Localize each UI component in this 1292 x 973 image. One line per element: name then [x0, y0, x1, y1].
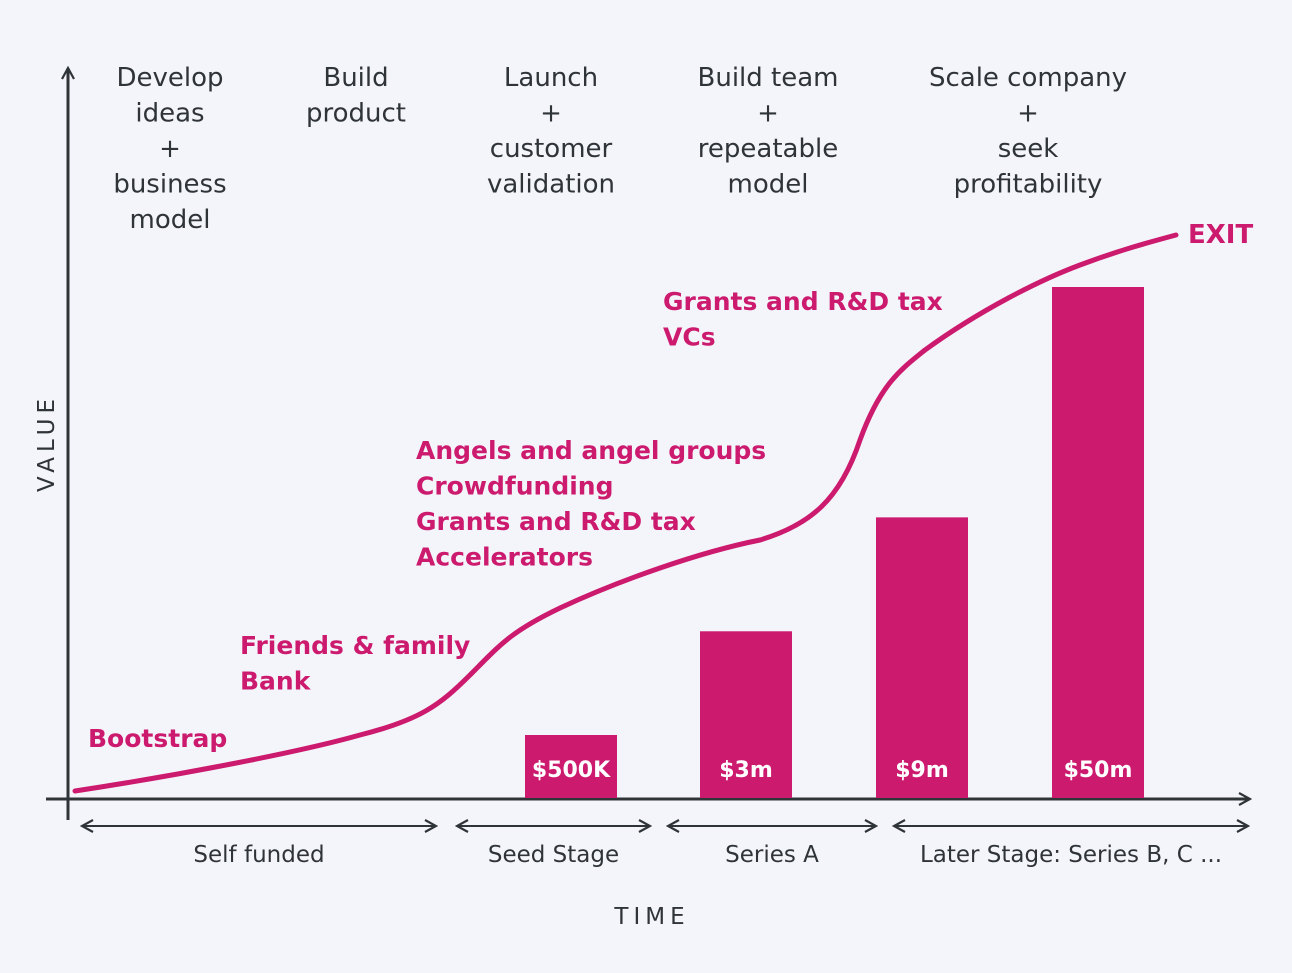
phase-label-line: model	[130, 205, 211, 235]
funding-bar	[876, 517, 968, 798]
phase-label-line: +	[540, 99, 562, 129]
bar-value-label: $50m	[1064, 758, 1133, 783]
phase-label-line: +	[757, 99, 779, 129]
funding-source-label: Grants and R&D tax VCs	[663, 287, 943, 352]
funding-bar	[700, 631, 792, 798]
phase-label-line: seek	[998, 134, 1059, 164]
x-axis-label: TIME	[613, 904, 689, 930]
phase-label: Launch + customer validation	[487, 63, 615, 200]
exit-label: EXIT	[1188, 220, 1253, 250]
phase-label-line: product	[306, 99, 406, 129]
phase-label-line: Build	[323, 63, 388, 93]
bar-value-label: $9m	[895, 758, 949, 783]
stage-label: Seed Stage	[488, 842, 619, 868]
funding-source-labels: Bootstrap Friends & family Bank Angels and …	[88, 287, 943, 753]
phase-label: Develop ideas + business model	[113, 63, 226, 235]
funding-bar	[525, 735, 617, 798]
funding-source-line: Bootstrap	[88, 724, 227, 753]
funding-source-line: VCs	[663, 323, 716, 352]
phase-label-line: +	[1017, 99, 1039, 129]
funding-bar	[1052, 287, 1144, 798]
y-axis-label: VALUE	[34, 394, 60, 492]
phase-label-line: profitability	[954, 170, 1103, 200]
value-growth-curve	[72, 232, 1179, 794]
stage-label: Later Stage: Series B, C ...	[920, 842, 1222, 868]
funding-source-line: Grants and R&D tax	[663, 287, 943, 316]
phase-label-line: repeatable	[698, 134, 838, 164]
funding-source-line: Grants and R&D tax	[416, 507, 696, 536]
funding-source-line: Friends & family	[240, 631, 470, 660]
funding-source-line: Bank	[240, 667, 312, 696]
phase-label-line: model	[728, 170, 809, 200]
bar-value-label: $3m	[719, 758, 773, 783]
funding-source-label: Friends & family Bank	[240, 631, 470, 696]
phase-label: Scale company + seek profitability	[929, 63, 1127, 200]
funding-source-line: Accelerators	[416, 543, 593, 572]
phase-label-line: Launch	[504, 63, 598, 93]
phase-label: Build team + repeatable model	[698, 63, 839, 200]
funding-source-label: Angels and angel groups Crowdfunding Grant…	[416, 436, 766, 572]
phase-label-line: +	[159, 134, 181, 164]
phase-label-line: ideas	[135, 99, 204, 129]
funding-source-label: Bootstrap	[88, 724, 227, 753]
phase-label-line: customer	[490, 134, 613, 164]
phase-label: Build product	[306, 63, 406, 129]
stage-label: Series A	[725, 842, 819, 868]
phase-label-line: validation	[487, 170, 615, 200]
phase-labels: Develop ideas + business model Build product La…	[113, 63, 1127, 235]
stage-label: Self funded	[193, 842, 324, 868]
funding-source-line: Crowdfunding	[416, 472, 613, 501]
phase-label-line: business	[113, 170, 226, 200]
phase-label-line: Build team	[698, 63, 839, 93]
stage-ranges: Self funded Seed Stage Series A Later Stage…	[82, 826, 1248, 868]
bar-value-label: $500K	[532, 758, 611, 783]
funding-source-line: Angels and angel groups	[416, 436, 766, 465]
funding-bars: $500K $3m $9m $50m	[525, 287, 1144, 798]
phase-label-line: Develop	[116, 63, 223, 93]
phase-label-line: Scale company	[929, 63, 1127, 93]
